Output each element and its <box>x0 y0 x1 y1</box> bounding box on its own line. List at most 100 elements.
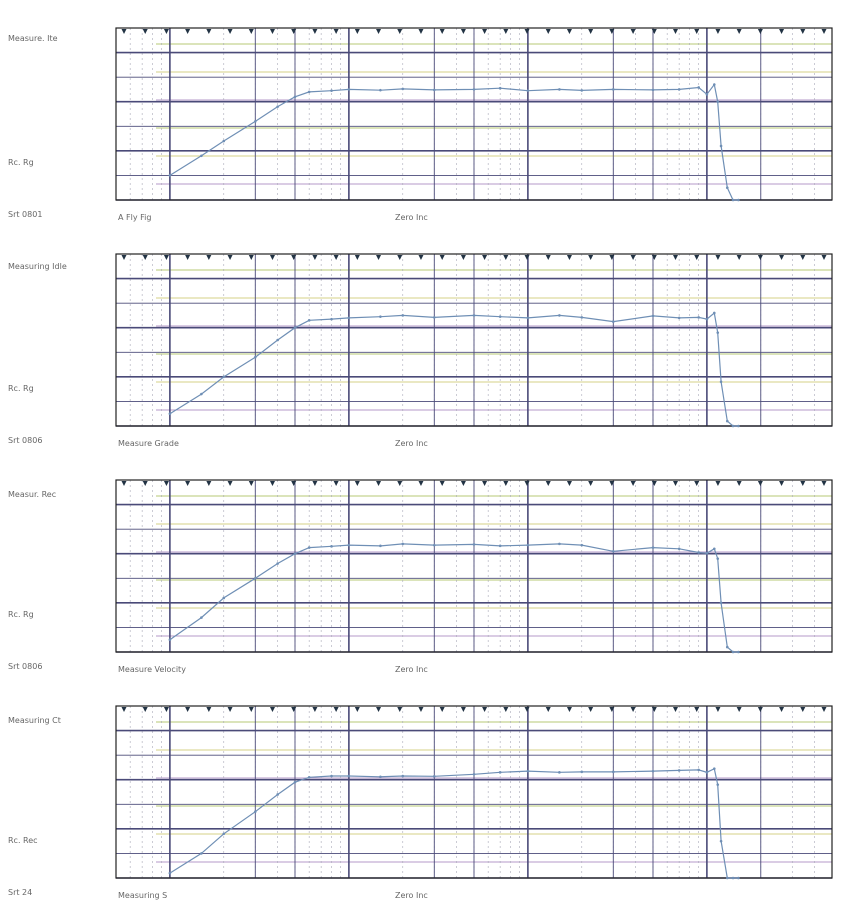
data-point <box>253 810 257 813</box>
panel-side-block: Rc. Rg <box>8 384 34 393</box>
data-point <box>222 375 226 379</box>
top-tick-marker <box>227 707 233 712</box>
top-tick-marker <box>503 29 509 34</box>
top-tick-marker <box>588 707 594 712</box>
data-point <box>651 88 655 92</box>
data-point <box>580 770 584 774</box>
top-tick-marker <box>545 29 551 34</box>
top-tick-marker <box>609 29 615 34</box>
data-point <box>611 88 615 91</box>
top-tick-marker <box>354 29 360 34</box>
top-tick-marker <box>312 255 318 260</box>
data-point <box>731 424 735 428</box>
data-point <box>737 650 740 654</box>
data-point <box>293 95 297 99</box>
top-tick-marker <box>142 29 148 34</box>
data-point <box>677 88 681 91</box>
data-point <box>222 596 226 600</box>
top-tick-marker <box>800 29 806 34</box>
data-point <box>712 767 716 770</box>
panel-bottom-mid: Zero Inc <box>395 665 428 674</box>
data-point <box>347 316 351 320</box>
data-point <box>731 650 735 654</box>
top-tick-marker <box>227 29 233 34</box>
top-tick-marker <box>439 707 445 712</box>
data-point <box>498 544 502 548</box>
top-tick-marker <box>609 481 615 486</box>
data-point <box>705 551 709 555</box>
data-point <box>677 769 681 772</box>
data-point <box>697 768 700 772</box>
data-point <box>222 139 226 143</box>
top-tick-marker <box>312 707 318 712</box>
panel-side-block: Rc. Rg <box>8 158 34 167</box>
panel-bottom-left: Measure Velocity <box>118 665 186 674</box>
data-point <box>347 88 351 91</box>
top-tick-marker <box>376 707 382 712</box>
top-tick-marker <box>248 29 254 34</box>
top-tick-marker <box>545 481 551 486</box>
top-tick-marker <box>291 255 297 260</box>
chart-panel-2: Measuring Idle Rc. Rg Srt 0806 Measure G… <box>0 226 862 452</box>
data-point <box>330 317 333 321</box>
panel-side-block: Rc. Rec <box>8 836 38 845</box>
top-tick-marker <box>460 255 466 260</box>
data-point <box>705 93 709 96</box>
chart-svg <box>115 705 833 880</box>
data-point <box>611 770 615 774</box>
top-tick-marker <box>694 255 700 260</box>
data-point <box>737 424 740 428</box>
data-point <box>725 186 729 190</box>
data-point <box>725 419 729 423</box>
data-point <box>580 316 584 319</box>
top-tick-marker <box>248 481 254 486</box>
data-point <box>293 552 297 556</box>
plot-frame <box>115 253 833 427</box>
top-tick-marker <box>651 255 657 260</box>
top-tick-marker <box>397 255 403 260</box>
top-tick-marker <box>545 255 551 260</box>
data-point <box>697 316 700 319</box>
data-point <box>697 86 700 89</box>
top-tick-marker <box>673 29 679 34</box>
top-tick-marker <box>630 481 636 486</box>
data-point <box>401 87 405 91</box>
panel-side-top: Measuring Ct <box>8 716 61 725</box>
data-point <box>276 338 279 342</box>
series-line <box>169 543 739 653</box>
data-point <box>472 88 476 91</box>
top-tick-marker <box>206 481 212 486</box>
top-tick-marker <box>376 29 382 34</box>
top-tick-marker <box>588 481 594 486</box>
top-tick-marker <box>333 481 339 486</box>
top-tick-marker <box>673 481 679 486</box>
top-tick-marker <box>503 255 509 260</box>
top-tick-marker <box>206 29 212 34</box>
top-tick-marker <box>142 481 148 486</box>
top-tick-marker <box>524 255 530 260</box>
top-tick-marker <box>460 707 466 712</box>
top-tick-marker <box>376 255 382 260</box>
top-tick-marker <box>779 29 785 34</box>
top-tick-marker <box>439 481 445 486</box>
panel-side-top: Measure. Ite <box>8 34 58 43</box>
data-point <box>651 769 655 773</box>
data-point <box>168 412 172 416</box>
data-point <box>379 88 382 92</box>
data-point <box>651 314 655 318</box>
data-point <box>498 771 502 774</box>
data-point <box>719 380 723 384</box>
panel-side-top: Measuring Idle <box>8 262 67 271</box>
top-tick-marker <box>121 255 127 260</box>
top-tick-marker <box>715 707 721 712</box>
top-tick-marker <box>397 481 403 486</box>
chart-svg <box>115 479 833 654</box>
top-tick-marker <box>779 481 785 486</box>
top-tick-marker <box>248 707 254 712</box>
top-tick-marker <box>524 481 530 486</box>
top-tick-marker <box>121 29 127 34</box>
top-tick-marker <box>736 481 742 486</box>
data-point <box>705 771 709 774</box>
top-tick-marker <box>376 481 382 486</box>
